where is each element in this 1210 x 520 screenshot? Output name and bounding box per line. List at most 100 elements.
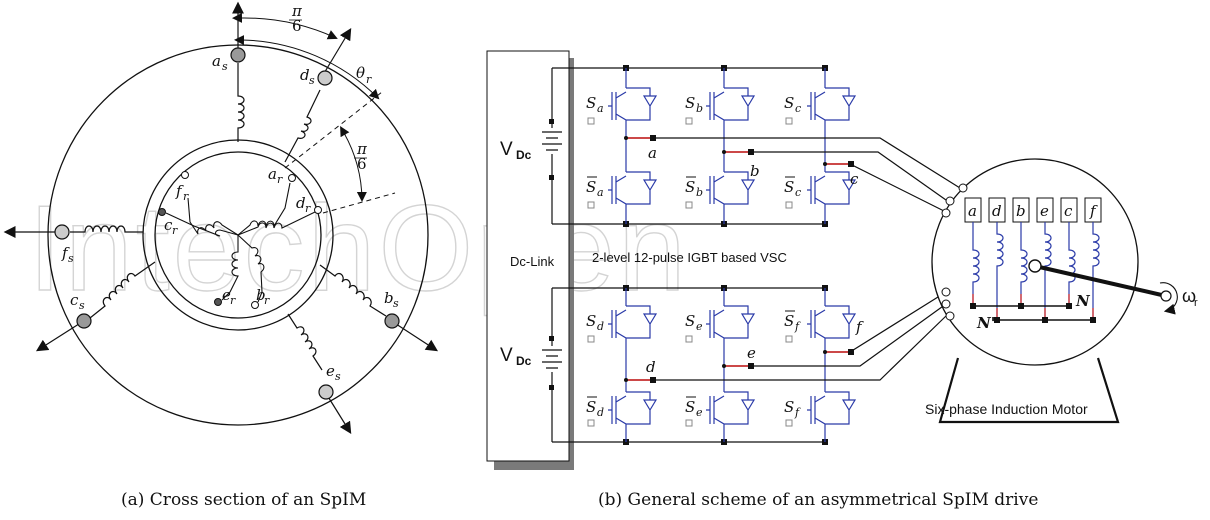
svg-text:s: s xyxy=(309,74,315,87)
motor-label: Six-phase Induction Motor xyxy=(925,401,1088,417)
svg-text:r: r xyxy=(1194,297,1198,309)
svg-text:s: s xyxy=(222,60,228,73)
vsc-label: 2-level 12-pulse IGBT based VSC xyxy=(592,250,787,265)
motor-phase-b: b xyxy=(1016,202,1026,220)
vdc-bottom-label: V xyxy=(500,345,513,366)
coil-fs xyxy=(70,225,143,233)
leg-label-b: b xyxy=(750,162,760,180)
igbt-sf xyxy=(807,350,857,442)
axis-e-arrow xyxy=(326,394,352,435)
switch-label-se: S xyxy=(685,312,695,330)
label-ds: d xyxy=(300,66,310,84)
wire-phase-e xyxy=(724,303,947,367)
angle-arc-theta xyxy=(234,35,380,100)
igbt-se xyxy=(706,288,756,364)
svg-text:e: e xyxy=(696,406,703,419)
caption-a: (a) Cross section of an SpIM xyxy=(121,490,366,510)
rotor-terminal-d xyxy=(314,206,322,214)
svg-text:s: s xyxy=(393,297,399,310)
igbt-sc-bar xyxy=(807,140,857,224)
switch-label-sd: S xyxy=(586,312,596,330)
wire-phase-f xyxy=(825,291,947,353)
motor-shaft xyxy=(1034,264,1167,298)
svg-text:a: a xyxy=(597,102,604,115)
wire-phase-d xyxy=(626,315,947,381)
label-br: b xyxy=(256,286,266,304)
leg-label-e: e xyxy=(747,344,756,362)
label-cs: c xyxy=(70,291,79,309)
motor-phase-e: e xyxy=(1040,202,1049,220)
rotor-axis-a-dashed xyxy=(284,91,383,169)
switch-label-sa: S xyxy=(586,94,596,112)
coil-ds xyxy=(284,89,321,163)
rotor-terminal-c xyxy=(158,208,166,216)
label-fr: f xyxy=(175,182,184,200)
svg-text:f: f xyxy=(794,320,801,333)
motor-phase-d: d xyxy=(992,202,1002,220)
battery-top xyxy=(542,68,562,224)
rotor-coil-b xyxy=(237,234,265,303)
igbt-sd xyxy=(608,288,658,378)
drive-scheme: Dc-Link V Dc V Dc xyxy=(486,50,1198,470)
rotor-coil-c xyxy=(165,212,239,237)
switch-label-sf-bar: S xyxy=(784,312,794,330)
rotor-terminal-f xyxy=(181,171,189,179)
svg-text:r: r xyxy=(172,224,178,237)
terminal-bs xyxy=(384,313,400,329)
leg-label-f: f xyxy=(855,318,864,336)
coil-as xyxy=(237,63,245,142)
igbt-sb xyxy=(706,68,756,140)
svg-text:r: r xyxy=(183,190,189,203)
label-es: e xyxy=(326,362,335,380)
neutral-label-1: N' xyxy=(976,314,995,332)
svg-text:s: s xyxy=(68,252,74,265)
leg-label-c: c xyxy=(850,170,859,188)
switch-label-sf: S xyxy=(784,398,794,416)
igbt-sa xyxy=(608,68,658,140)
angle-top-num: π xyxy=(291,2,303,20)
svg-text:r: r xyxy=(230,294,236,307)
angle-arc-pi6-top xyxy=(232,12,338,40)
axis-d-arrow xyxy=(322,27,352,76)
igbt-sf-bar xyxy=(807,288,857,350)
rotor-coil-d xyxy=(237,211,316,236)
switch-label-se-bar: S xyxy=(685,398,695,416)
label-dr: d xyxy=(296,194,306,212)
svg-text:a: a xyxy=(597,186,604,199)
neutral-label-2: N xyxy=(1075,292,1091,310)
axis-c-arrow xyxy=(35,321,83,352)
igbt-sa-bar xyxy=(608,140,658,224)
terminal-fs xyxy=(54,224,70,240)
cross-section: π 6 θ r π 6 xyxy=(3,1,439,435)
switch-label-sb-bar: S xyxy=(685,178,695,196)
terminal-ds xyxy=(317,70,333,86)
wire-phase-c xyxy=(825,163,947,213)
rotor-inner-circle xyxy=(154,151,322,319)
dc-link-box xyxy=(486,50,570,462)
angle-arc-pi6-mid xyxy=(340,126,367,202)
svg-text:b: b xyxy=(696,186,703,199)
svg-text:b: b xyxy=(696,102,703,115)
igbt-sc xyxy=(807,68,857,140)
rotor-coil-a xyxy=(237,182,291,236)
terminal-cs xyxy=(76,313,92,329)
svg-text:r: r xyxy=(305,202,311,215)
watermark-text: IntechOpen xyxy=(28,180,689,316)
svg-text:Dc: Dc xyxy=(516,354,532,368)
rotor-terminal-b xyxy=(251,301,259,309)
wire-phase-a xyxy=(626,137,961,189)
coil-cs xyxy=(89,261,156,319)
label-bs: b xyxy=(384,289,394,307)
theta-r-label: θ xyxy=(356,64,365,82)
switch-label-sc: S xyxy=(784,94,794,112)
leg-label-a: a xyxy=(648,144,657,162)
switch-label-sd-bar: S xyxy=(586,398,596,416)
motor-phase-c: c xyxy=(1064,202,1073,220)
shaft-end xyxy=(1160,290,1172,302)
svg-text:d: d xyxy=(597,406,604,419)
omega-label: ω xyxy=(1182,286,1196,306)
igbt-modules xyxy=(608,68,857,442)
label-er: e xyxy=(222,286,231,304)
label-fs: f xyxy=(61,244,70,262)
svg-text:d: d xyxy=(597,320,604,333)
